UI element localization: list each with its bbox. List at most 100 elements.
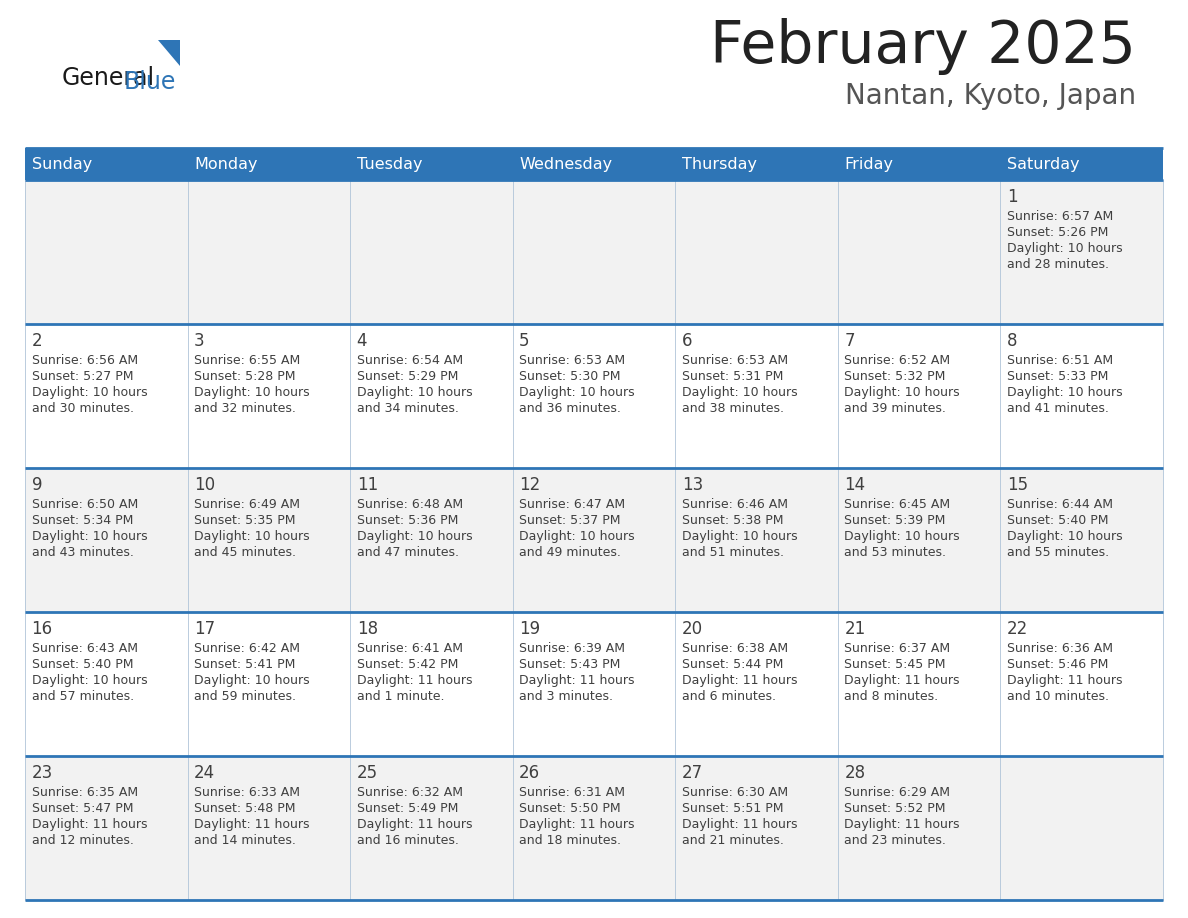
Text: and 53 minutes.: and 53 minutes. <box>845 546 947 559</box>
Text: and 18 minutes.: and 18 minutes. <box>519 834 621 847</box>
Text: Sunset: 5:37 PM: Sunset: 5:37 PM <box>519 514 620 527</box>
Text: Daylight: 11 hours: Daylight: 11 hours <box>519 818 634 831</box>
Bar <box>513 180 675 324</box>
Text: Sunrise: 6:29 AM: Sunrise: 6:29 AM <box>845 786 950 799</box>
Text: Daylight: 10 hours: Daylight: 10 hours <box>1007 530 1123 543</box>
Text: 24: 24 <box>194 764 215 782</box>
Text: and 38 minutes.: and 38 minutes. <box>682 402 784 415</box>
Text: Sunset: 5:28 PM: Sunset: 5:28 PM <box>194 370 296 383</box>
Text: Monday: Monday <box>194 156 258 172</box>
Text: 2: 2 <box>32 332 42 350</box>
Text: 9: 9 <box>32 476 42 494</box>
Text: and 51 minutes.: and 51 minutes. <box>682 546 784 559</box>
Text: Sunset: 5:40 PM: Sunset: 5:40 PM <box>32 658 133 671</box>
Text: Daylight: 10 hours: Daylight: 10 hours <box>845 530 960 543</box>
Bar <box>513 612 675 756</box>
Text: Sunrise: 6:50 AM: Sunrise: 6:50 AM <box>32 498 138 511</box>
Text: Daylight: 11 hours: Daylight: 11 hours <box>356 674 472 687</box>
Text: and 41 minutes.: and 41 minutes. <box>1007 402 1108 415</box>
Text: Saturday: Saturday <box>1007 156 1080 172</box>
Text: 14: 14 <box>845 476 866 494</box>
Text: Sunrise: 6:44 AM: Sunrise: 6:44 AM <box>1007 498 1113 511</box>
Text: Sunrise: 6:35 AM: Sunrise: 6:35 AM <box>32 786 138 799</box>
Text: February 2025: February 2025 <box>710 18 1136 75</box>
Text: Sunrise: 6:53 AM: Sunrise: 6:53 AM <box>682 354 788 367</box>
Bar <box>513 148 675 180</box>
Text: Sunset: 5:46 PM: Sunset: 5:46 PM <box>1007 658 1108 671</box>
Text: Daylight: 10 hours: Daylight: 10 hours <box>356 386 473 399</box>
Bar <box>188 612 350 756</box>
Text: and 3 minutes.: and 3 minutes. <box>519 690 613 703</box>
Text: Sunset: 5:45 PM: Sunset: 5:45 PM <box>845 658 946 671</box>
Text: Sunrise: 6:39 AM: Sunrise: 6:39 AM <box>519 642 625 655</box>
Text: Daylight: 10 hours: Daylight: 10 hours <box>194 386 310 399</box>
Text: Blue: Blue <box>124 70 176 94</box>
Text: and 32 minutes.: and 32 minutes. <box>194 402 296 415</box>
Bar <box>1000 756 1163 900</box>
Text: Daylight: 10 hours: Daylight: 10 hours <box>519 530 634 543</box>
Bar <box>1000 324 1163 468</box>
Text: Sunrise: 6:45 AM: Sunrise: 6:45 AM <box>845 498 950 511</box>
Bar <box>188 148 350 180</box>
Bar <box>25 756 188 900</box>
Text: General: General <box>62 66 156 90</box>
Bar <box>513 468 675 612</box>
Text: and 49 minutes.: and 49 minutes. <box>519 546 621 559</box>
Text: Sunrise: 6:37 AM: Sunrise: 6:37 AM <box>845 642 950 655</box>
Text: 20: 20 <box>682 620 703 638</box>
Text: Wednesday: Wednesday <box>519 156 612 172</box>
Text: Sunrise: 6:43 AM: Sunrise: 6:43 AM <box>32 642 138 655</box>
Text: Daylight: 10 hours: Daylight: 10 hours <box>1007 242 1123 255</box>
Bar <box>1000 612 1163 756</box>
Text: 17: 17 <box>194 620 215 638</box>
Text: and 30 minutes.: and 30 minutes. <box>32 402 133 415</box>
Text: 21: 21 <box>845 620 866 638</box>
Text: Sunset: 5:47 PM: Sunset: 5:47 PM <box>32 802 133 815</box>
Text: Sunrise: 6:51 AM: Sunrise: 6:51 AM <box>1007 354 1113 367</box>
Bar <box>350 612 513 756</box>
Bar <box>350 756 513 900</box>
Text: Daylight: 11 hours: Daylight: 11 hours <box>1007 674 1123 687</box>
Bar <box>838 324 1000 468</box>
Bar <box>675 324 838 468</box>
Text: 3: 3 <box>194 332 204 350</box>
Text: and 14 minutes.: and 14 minutes. <box>194 834 296 847</box>
Text: Sunrise: 6:31 AM: Sunrise: 6:31 AM <box>519 786 625 799</box>
Text: Daylight: 11 hours: Daylight: 11 hours <box>32 818 147 831</box>
Text: Sunset: 5:42 PM: Sunset: 5:42 PM <box>356 658 459 671</box>
Text: 22: 22 <box>1007 620 1028 638</box>
Bar <box>675 148 838 180</box>
Text: and 36 minutes.: and 36 minutes. <box>519 402 621 415</box>
Text: Sunset: 5:34 PM: Sunset: 5:34 PM <box>32 514 133 527</box>
Bar <box>188 324 350 468</box>
Bar <box>188 468 350 612</box>
Bar <box>513 324 675 468</box>
Text: 23: 23 <box>32 764 52 782</box>
Text: Sunrise: 6:53 AM: Sunrise: 6:53 AM <box>519 354 625 367</box>
Text: and 59 minutes.: and 59 minutes. <box>194 690 296 703</box>
Bar <box>675 756 838 900</box>
Text: Sunset: 5:44 PM: Sunset: 5:44 PM <box>682 658 783 671</box>
Bar <box>25 180 188 324</box>
Text: Daylight: 11 hours: Daylight: 11 hours <box>194 818 310 831</box>
Text: Sunset: 5:33 PM: Sunset: 5:33 PM <box>1007 370 1108 383</box>
Text: Daylight: 10 hours: Daylight: 10 hours <box>682 386 797 399</box>
Text: Sunrise: 6:48 AM: Sunrise: 6:48 AM <box>356 498 463 511</box>
Text: Tuesday: Tuesday <box>356 156 422 172</box>
Text: Sunrise: 6:36 AM: Sunrise: 6:36 AM <box>1007 642 1113 655</box>
Text: 19: 19 <box>519 620 541 638</box>
Text: 28: 28 <box>845 764 866 782</box>
Text: Daylight: 10 hours: Daylight: 10 hours <box>356 530 473 543</box>
Text: Daylight: 11 hours: Daylight: 11 hours <box>682 674 797 687</box>
Bar <box>1000 148 1163 180</box>
Text: Sunrise: 6:38 AM: Sunrise: 6:38 AM <box>682 642 788 655</box>
Text: Sunrise: 6:41 AM: Sunrise: 6:41 AM <box>356 642 462 655</box>
Text: 1: 1 <box>1007 188 1018 206</box>
Text: 18: 18 <box>356 620 378 638</box>
Text: Nantan, Kyoto, Japan: Nantan, Kyoto, Japan <box>845 82 1136 110</box>
Text: 10: 10 <box>194 476 215 494</box>
Text: Daylight: 10 hours: Daylight: 10 hours <box>682 530 797 543</box>
Text: Sunrise: 6:47 AM: Sunrise: 6:47 AM <box>519 498 625 511</box>
Bar <box>188 180 350 324</box>
Text: and 43 minutes.: and 43 minutes. <box>32 546 133 559</box>
